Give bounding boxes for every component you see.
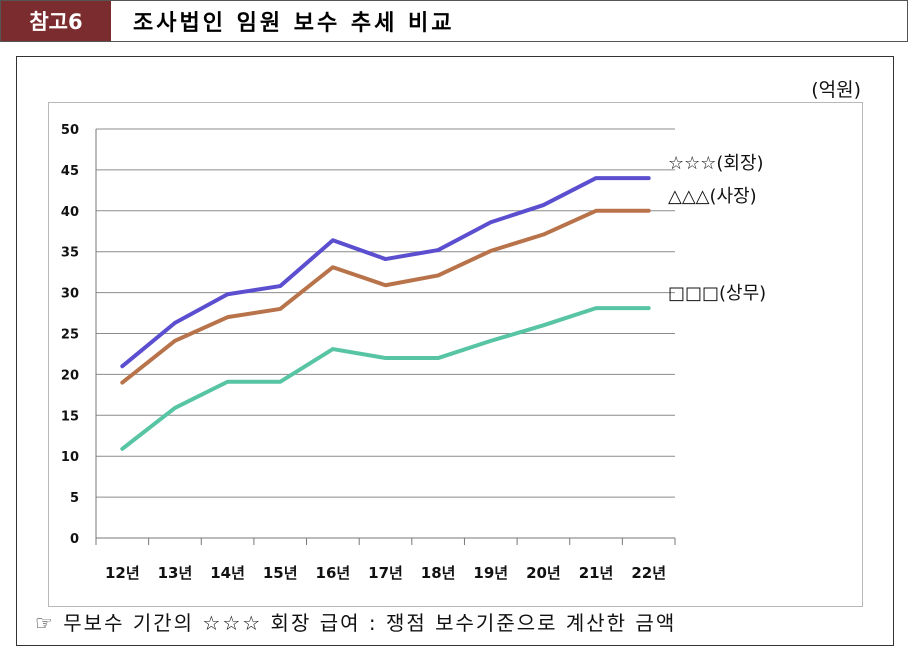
reference-tag: 참고6 [1,1,111,41]
line-chart: 0 5 10 15 20 25 30 35 40 45 50 12년 13년 14년 15년 16년 17년 18… [17,57,893,617]
x-tick-label: 14년 [210,564,245,582]
chart-panel: (억원) 0 5 10 15 20 25 30 35 40 45 50 12년 13년 14년 15년 16년… [16,56,894,646]
x-tick-label: 17년 [368,564,403,582]
series-label: △△△(사장) [668,186,757,207]
page-title: 조사법인 임원 보수 추세 비교 [133,5,455,37]
x-tick-label: 22년 [631,564,666,582]
x-tick-label: 13년 [158,564,193,582]
x-tick-label: 19년 [473,564,508,582]
footnote: ☞ 무보수 기간의 ☆☆☆ 회장 급여 : 쟁점 보수기준으로 계산한 금액 [35,607,676,636]
y-tick-label: 30 [61,287,79,302]
y-tick-label: 50 [61,123,79,138]
series-label: □□□(상무) [668,283,766,304]
y-tick-label: 15 [61,409,79,424]
y-tick-label: 25 [61,328,79,343]
series-line [122,178,648,366]
y-tick-label: 45 [61,164,79,179]
x-tick-label: 12년 [105,564,140,582]
y-tick-label: 10 [61,450,79,465]
y-tick-label: 35 [61,246,79,261]
y-tick-label: 20 [61,368,79,383]
series-label: ☆☆☆(회장) [668,153,764,174]
x-tick-label: 20년 [526,564,561,582]
x-tick-label: 21년 [579,564,614,582]
y-tick-label: 0 [70,532,79,547]
x-tick-label: 18년 [421,564,456,582]
y-tick-label: 40 [61,205,79,220]
header-bar: 참고6 조사법인 임원 보수 추세 비교 [0,0,908,42]
x-tick-label: 15년 [263,564,298,582]
x-tick-label: 16년 [316,564,351,582]
y-tick-label: 5 [70,491,79,506]
